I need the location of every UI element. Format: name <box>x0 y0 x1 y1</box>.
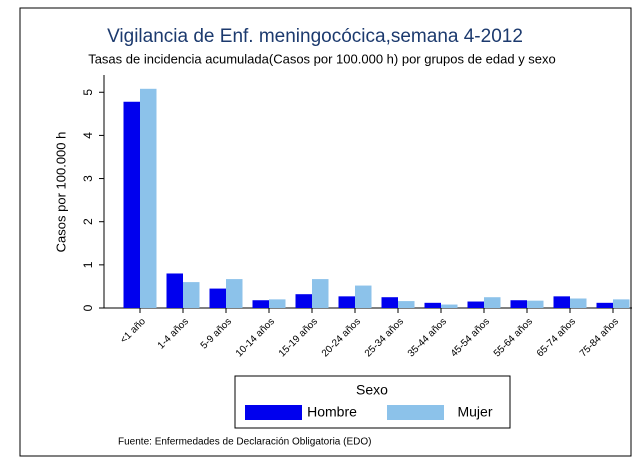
bar <box>269 299 286 308</box>
bar <box>424 302 441 308</box>
bar <box>467 301 484 308</box>
bar <box>570 298 587 308</box>
y-tick-label: 3 <box>81 175 95 182</box>
bar <box>123 101 140 308</box>
bar <box>484 297 501 308</box>
bar <box>381 297 398 308</box>
bar <box>209 288 226 308</box>
chart-title: Vigilancia de Enf. meningocócica,semana … <box>107 26 523 47</box>
bar <box>252 300 269 308</box>
bar <box>140 88 157 309</box>
bar <box>398 301 415 308</box>
bar <box>338 296 355 308</box>
bar <box>553 296 570 308</box>
y-tick-label: 1 <box>81 261 95 268</box>
bar <box>613 299 630 308</box>
bar <box>441 304 458 308</box>
bar <box>295 294 312 308</box>
legend-swatch <box>245 405 302 420</box>
bar <box>226 279 243 308</box>
bar <box>527 300 544 308</box>
chart-subtitle: Tasas de incidencia acumulada(Casos por … <box>88 51 556 66</box>
y-axis-label: Casos por 100.000 h <box>53 132 68 253</box>
legend-swatch <box>387 405 444 420</box>
y-tick-label: 4 <box>81 132 95 139</box>
y-tick-label: 2 <box>81 218 95 225</box>
y-tick-label: 5 <box>81 89 95 96</box>
bar <box>312 279 329 308</box>
legend-label: Hombre <box>307 404 357 420</box>
source-note: Fuente: Enfermedades de Declaración Obli… <box>118 437 371 448</box>
legend-label: Mujer <box>457 404 492 420</box>
y-tick-label: 0 <box>81 304 95 311</box>
bar <box>183 282 200 308</box>
bar <box>355 285 372 308</box>
bar <box>510 300 527 308</box>
bar <box>596 302 613 308</box>
bar <box>166 273 183 308</box>
legend-title: Sexo <box>356 382 388 398</box>
